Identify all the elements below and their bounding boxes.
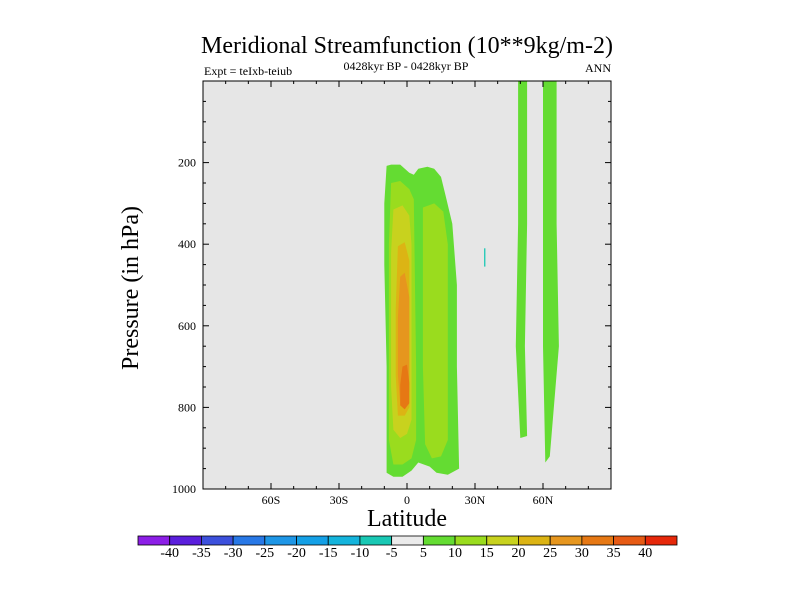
colorbar-swatch <box>613 535 646 546</box>
colorbar-swatch <box>296 535 329 546</box>
colorbar-label: -5 <box>386 546 398 561</box>
colorbar-label: -25 <box>255 546 274 561</box>
nh-polar-cell-inner <box>543 81 559 463</box>
colorbar-label: 5 <box>420 546 427 561</box>
colorbar: -40 -35 -30 -25 -20 -15 -10 -5 5 10 15 2… <box>137 535 678 561</box>
colorbar-label: -20 <box>287 546 306 561</box>
x-tick-label: 30S <box>330 493 349 507</box>
period-label: 0428kyr BP - 0428kyr BP <box>344 59 469 73</box>
y-axis-label: Pressure (in hPa) <box>118 206 144 370</box>
small-negative-patch <box>484 248 486 267</box>
tropical-cell-30 <box>400 364 410 410</box>
colorbar-swatch <box>644 535 678 546</box>
colorbar-label: 15 <box>480 546 494 561</box>
y-tick-label: 800 <box>178 400 196 414</box>
x-axis-label: Latitude <box>367 506 447 532</box>
nh-polar-cell-outer <box>515 81 528 438</box>
y-tick-labels: 200 400 600 800 1000 <box>172 156 196 496</box>
x-tick-label: 30N <box>465 493 486 507</box>
colorbar-swatch <box>359 535 393 546</box>
colorbar-label: -30 <box>224 546 243 561</box>
colorbar-swatch <box>201 535 234 546</box>
colorbar-label: -15 <box>319 546 338 561</box>
plot-frame <box>202 80 612 490</box>
colorbar-label: -10 <box>351 546 370 561</box>
colorbar-swatch <box>169 535 202 546</box>
colorbar-swatch <box>581 535 614 546</box>
chart-title: Meridional Streamfunction (10**9kg/m-2) <box>201 33 613 59</box>
colorbar-swatch <box>518 535 551 546</box>
colorbar-swatch <box>422 535 456 546</box>
colorbar-swatch <box>486 535 519 546</box>
colorbar-swatch <box>549 535 583 546</box>
colorbar-label: 20 <box>511 546 525 561</box>
y-tick-label: 200 <box>178 156 196 170</box>
colorbar-label: 35 <box>607 546 621 561</box>
y-tick-label: 600 <box>178 319 196 333</box>
colorbar-label: 25 <box>543 546 557 561</box>
colorbar-label: 40 <box>638 546 652 561</box>
x-tick-labels: 60S 30S 0 30N 60N <box>262 493 554 507</box>
colorbar-label: -35 <box>192 546 211 561</box>
season-label: ANN <box>585 61 611 75</box>
colorbar-swatch <box>454 535 488 546</box>
y-tick-label: 1000 <box>172 482 196 496</box>
colorbar-label: -40 <box>160 546 179 561</box>
tropical-cell-10-north <box>422 203 448 459</box>
colorbar-label: 10 <box>448 546 462 561</box>
colorbar-swatch <box>137 535 171 546</box>
x-tick-label: 60N <box>533 493 554 507</box>
contour-fill-layer <box>384 81 559 477</box>
colorbar-label: 30 <box>575 546 589 561</box>
x-tick-label: 0 <box>404 493 410 507</box>
y-tick-label: 400 <box>178 237 196 251</box>
colorbar-swatch <box>232 535 266 546</box>
colorbar-swatch <box>391 535 424 546</box>
experiment-label: Expt = teIxb-teiub <box>204 64 292 78</box>
colorbar-swatch <box>264 535 297 546</box>
colorbar-swatch <box>327 535 361 546</box>
x-tick-label: 60S <box>262 493 281 507</box>
